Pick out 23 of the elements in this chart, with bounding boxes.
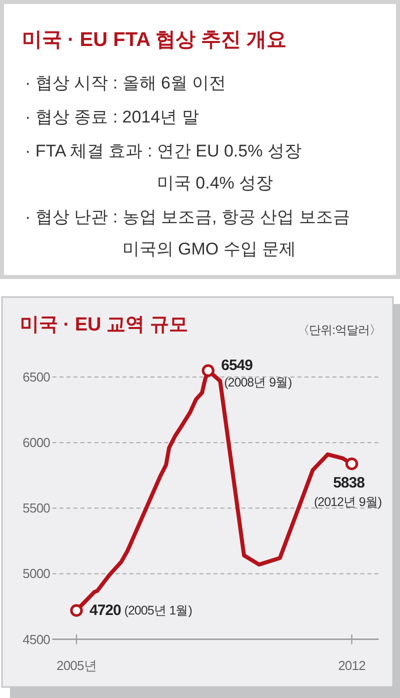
point [345, 457, 358, 470]
y-tick-label: 6000 [22, 435, 50, 450]
point [202, 364, 214, 377]
text: · 협상 시작 : 올해 6월 이전 [25, 74, 226, 92]
data-label: 5838 [333, 474, 365, 492]
annotation: (2008년 9월) [224, 376, 292, 390]
data-label: 6549 [221, 357, 253, 374]
x-tick-label: 2012 [338, 658, 366, 673]
point [70, 604, 83, 617]
y-tick-label: 5000 [22, 566, 50, 582]
text: · 협상 난관 : 농업 보조금, 항공 산업 보조금 미국의 GMO 수입 문제 [25, 208, 350, 258]
y-axis-title: 〈단위:억달러〉 [298, 323, 381, 337]
text: · FTA 체결 효과 : 연간 EU 0.5% 성장 미국 0.4% 성장 [25, 142, 302, 192]
text: · 협상 종료 : 2014년 말 [25, 108, 199, 126]
y-tick-label: 5500 [22, 500, 50, 516]
data-label: 4720 [89, 602, 122, 619]
text: 미국 · EU 교역 규모 [20, 314, 188, 336]
text: 미국 · EU FTA 협상 추진 개요 [22, 29, 286, 51]
y-tick-label: 6500 [22, 370, 50, 384]
annotation: (2012년 9월) [314, 494, 382, 509]
y-tick-label: 4500 [22, 632, 50, 647]
x-tick-label: 2005년 [56, 658, 96, 673]
annotation: (2005년 1월) [124, 603, 192, 618]
